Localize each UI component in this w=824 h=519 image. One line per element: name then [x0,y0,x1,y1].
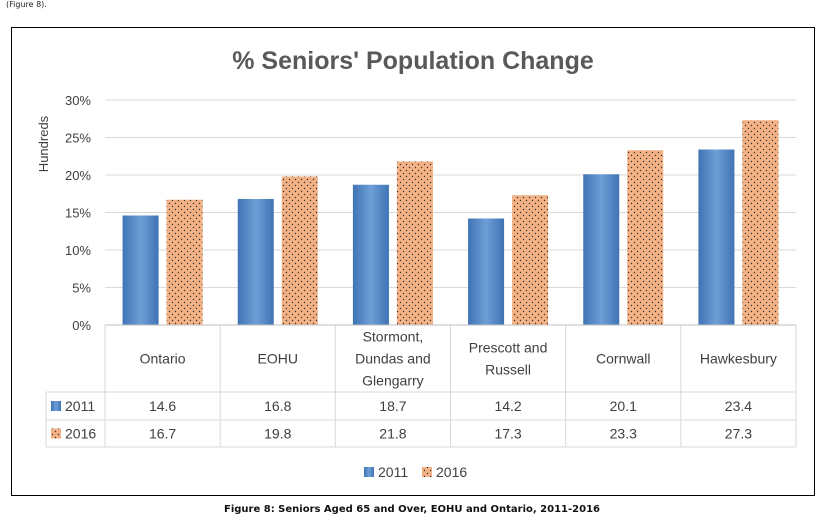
bar-2011 [468,218,505,325]
category-label: EOHU [258,351,298,367]
row-key-2016 [51,428,61,439]
table-cell: 20.1 [610,398,637,414]
y-tick-label: 25% [65,131,91,146]
table-cell: 17.3 [494,426,521,442]
legend-label: 2016 [436,464,467,480]
bar-2011 [237,199,274,325]
bar-2011 [122,215,159,325]
legend-label: 2011 [378,464,408,480]
category-label: Prescott and [469,340,548,356]
category-label: Hawkesbury [700,351,777,367]
table-cell: 23.3 [610,426,637,442]
table-cell: 27.3 [725,426,752,442]
y-tick-label: 10% [65,243,91,258]
bar-2011 [583,174,620,325]
bar-2016 [742,120,779,325]
y-tick-label: 30% [65,93,91,108]
figure-caption: Figure 8: Seniors Aged 65 and Over, EOHU… [224,504,600,515]
table-cell: 16.7 [149,426,176,442]
top-caption: (Figure 8). [6,0,47,9]
y-tick-label: 15% [65,206,91,221]
bar-2016 [281,176,318,325]
row-label: 2016 [65,426,96,442]
chart-svg: % Seniors' Population Change Hundreds 0%… [36,47,797,480]
bar-2011 [698,149,735,325]
table-cell: 21.8 [379,426,406,442]
legend-key-2011 [364,467,374,477]
row-label: 2011 [65,398,95,414]
category-label: Glengarry [362,373,423,389]
y-tick-label: 5% [72,281,91,296]
category-label: Ontario [140,351,186,367]
bar-2016 [396,161,433,325]
chart-title: % Seniors' Population Change [232,47,594,75]
category-label: Cornwall [596,351,650,367]
table-cell: 19.8 [264,426,291,442]
bar-2016 [166,199,203,325]
table-cell: 23.4 [725,398,752,414]
category-label: Stormont, [363,329,424,345]
table-cell: 14.2 [494,398,521,414]
y-tick-label: 20% [65,168,91,183]
legend-key-2016 [422,467,432,477]
row-key-2011 [51,401,61,411]
bar-2016 [512,195,549,325]
category-label: Dundas and [355,351,431,367]
bar-2016 [627,150,664,325]
chart-frame: % Seniors' Population Change Hundreds 0%… [11,27,815,496]
category-label: Russell [485,362,531,378]
y-axis-label: Hundreds [36,115,51,172]
y-tick-label: 0% [72,318,91,333]
table-cell: 18.7 [379,398,406,414]
table-cell: 16.8 [264,398,291,414]
table-cell: 14.6 [149,398,176,414]
bar-2011 [352,184,389,325]
